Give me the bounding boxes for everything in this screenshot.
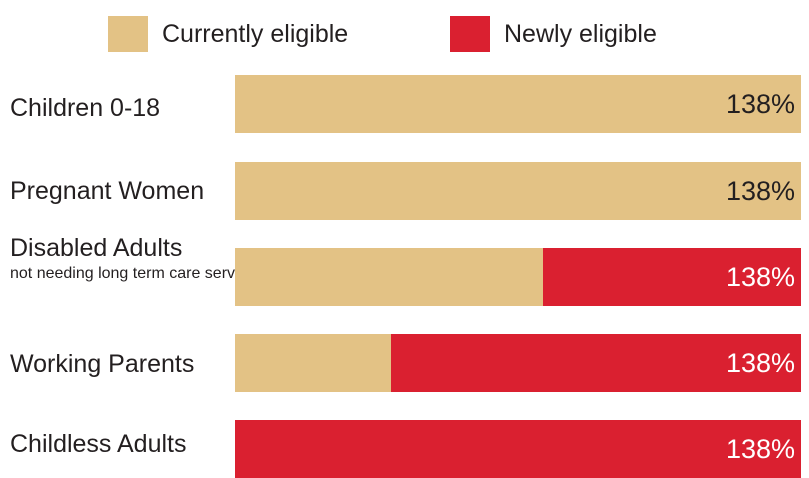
category-label-pregnant-women: Pregnant Women	[10, 177, 204, 205]
bar-pregnant-women: 138%	[235, 162, 801, 220]
legend-label-currently-eligible: Currently eligible	[162, 19, 349, 48]
category-label-text: Disabled Adults	[10, 234, 183, 262]
legend-item-newly-eligible: Newly eligible	[450, 14, 657, 54]
bar-disabled-adults: 138%	[235, 248, 801, 306]
category-label-text: Working Parents	[10, 350, 195, 378]
legend-swatch-currently-eligible	[108, 16, 148, 52]
category-label-text: Pregnant Women	[10, 177, 205, 205]
bar-segment-newly-eligible	[542, 248, 801, 306]
bar-segment-newly-eligible	[390, 334, 801, 392]
category-label-disabled-adults: Disabled Adults not needing long term car…	[10, 234, 263, 285]
category-label-children-0-18: Children 0-18	[10, 94, 160, 122]
bar-segment-currently-eligible	[235, 75, 801, 133]
legend-item-currently-eligible: Currently eligible	[108, 14, 348, 54]
bar-value-label: 138%	[725, 262, 795, 292]
legend-label-newly-eligible: Newly eligible	[504, 19, 657, 48]
category-sublabel: not needing long term care services	[10, 265, 264, 282]
bar-value-label: 138%	[725, 176, 795, 206]
bar-childless-adults: 138%	[235, 420, 801, 478]
category-label-working-parents: Working Parents	[10, 350, 194, 378]
category-label-text: Childless Adults	[10, 430, 187, 458]
bar-segment-currently-eligible	[235, 248, 543, 306]
category-label-childless-adults: Childless Adults	[10, 430, 186, 458]
bar-children-0-18: 138%	[235, 75, 801, 133]
category-label-text: Children 0-18	[10, 94, 161, 122]
legend: Currently eligible Newly eligible	[0, 14, 809, 54]
legend-swatch-newly-eligible	[450, 16, 490, 52]
bar-segment-newly-eligible	[235, 420, 801, 478]
bar-segment-currently-eligible	[235, 334, 391, 392]
bar-value-label: 138%	[725, 348, 795, 378]
bar-segment-currently-eligible	[235, 162, 801, 220]
bar-value-label: 138%	[725, 89, 795, 119]
bar-working-parents: 138%	[235, 334, 801, 392]
bar-value-label: 138%	[725, 434, 795, 464]
